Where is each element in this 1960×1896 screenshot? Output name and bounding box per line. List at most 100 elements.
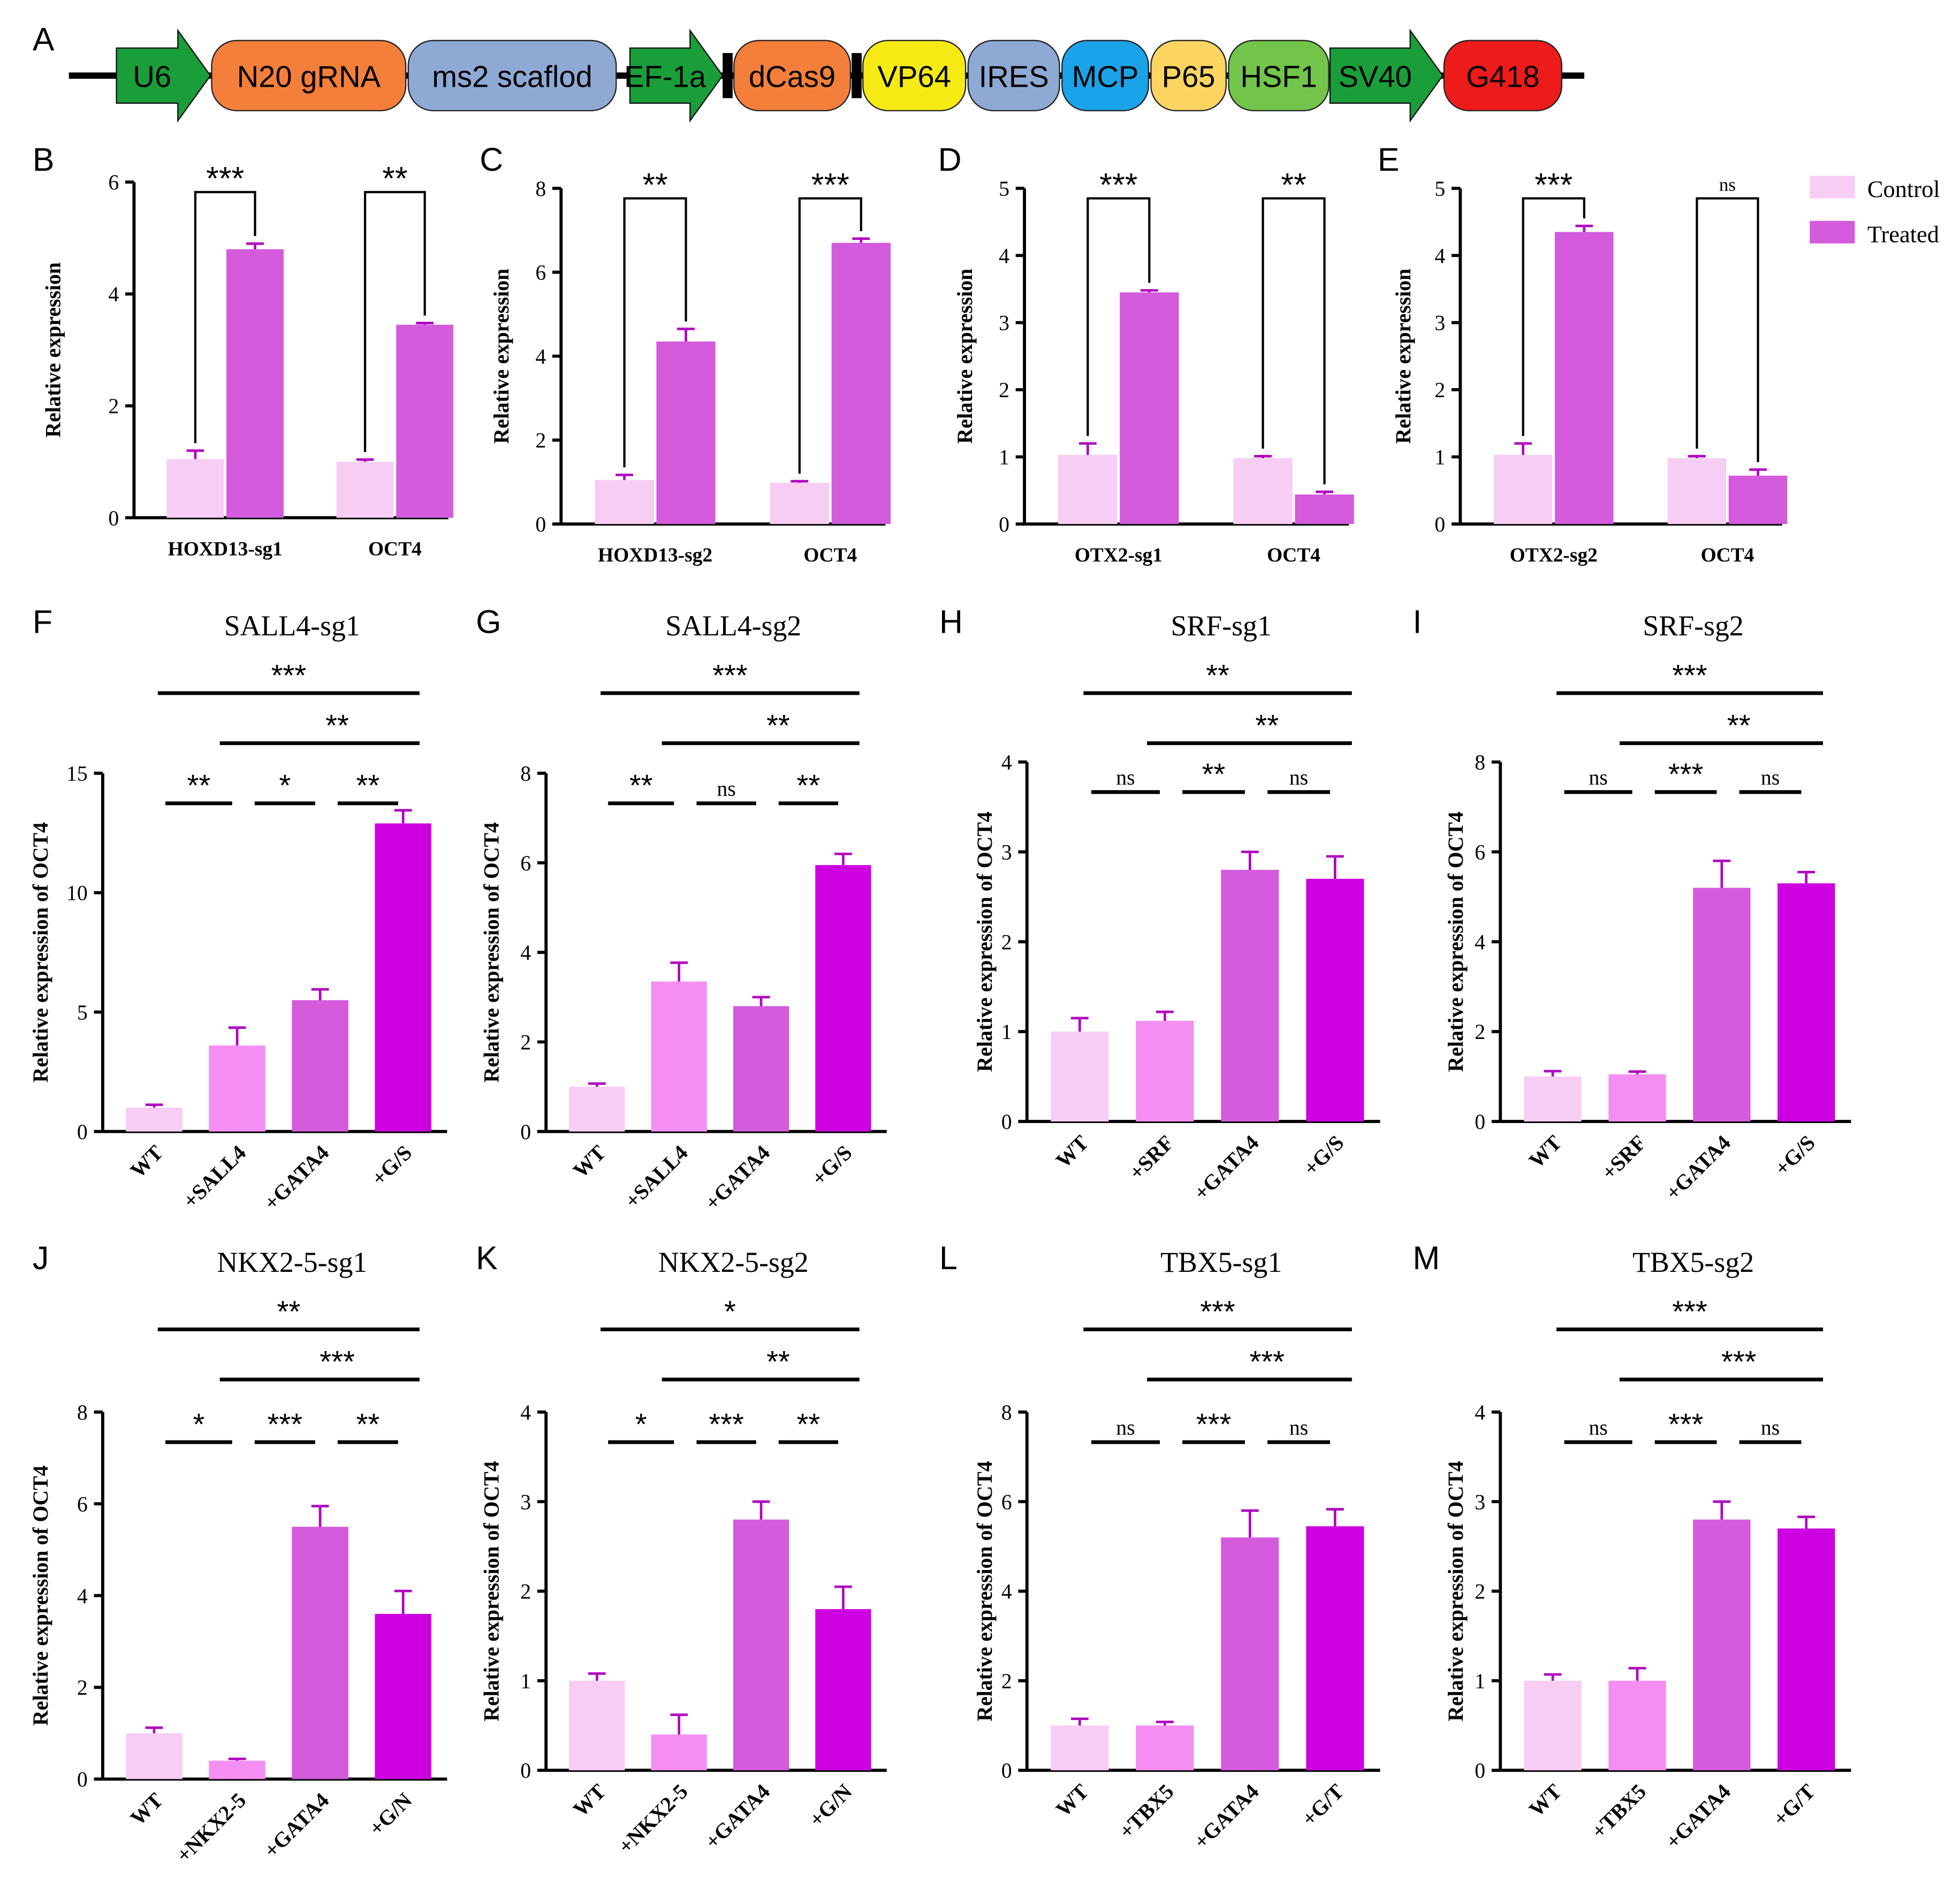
comparison-adjacent: ***	[1182, 1407, 1245, 1444]
bracket-line	[623, 197, 687, 468]
construct-element-hsf1: HSF1	[1228, 40, 1330, 111]
significance-label: *	[635, 1407, 647, 1441]
y-tick-label: 0	[520, 1759, 531, 1783]
x-tick-label: +GATA4	[701, 1141, 774, 1215]
bar-wt	[126, 1108, 183, 1132]
comparison-long: **	[662, 708, 860, 745]
construct-spacer-bar	[852, 53, 862, 98]
x-tick-label: +GATA4	[1661, 1131, 1735, 1204]
significance-label: **	[277, 1294, 301, 1328]
comparison-long: ***	[1620, 1345, 1824, 1382]
bar-nkx25	[651, 1734, 707, 1771]
construct-element-u6: U6	[116, 28, 211, 123]
comparison-adjacent: **	[778, 1407, 839, 1444]
bar-treated-hoxd13-sg1	[226, 249, 284, 518]
y-axis-label: Relative expression of OCT4	[29, 1465, 52, 1725]
y-tick-label: 5	[999, 177, 1009, 201]
panel-label: I	[1412, 604, 1422, 640]
y-tick-label: 8	[77, 1401, 88, 1424]
bar-gn	[375, 1614, 431, 1779]
y-axis-label: Relative expression of OCT4	[480, 822, 503, 1082]
x-tick-label: +NKX2-5	[172, 1788, 250, 1867]
bar-gata4	[733, 1519, 789, 1771]
significance-label: ***	[1668, 1407, 1704, 1441]
y-tick-label: 0	[77, 1120, 88, 1144]
panel-label-a: A	[33, 21, 55, 57]
significance-bracket: **	[1262, 166, 1326, 484]
x-tick-label: +GATA4	[1189, 1131, 1263, 1204]
x-tick-label: +GATA4	[260, 1788, 333, 1862]
comparison-long: *	[601, 1294, 860, 1332]
significance-label: **	[1255, 708, 1279, 742]
significance-label: **	[382, 160, 407, 196]
construct-element-label: MCP	[1072, 59, 1139, 93]
bar-control-hoxd13-sg2	[595, 480, 654, 524]
x-tick-label: +G/T	[1768, 1780, 1820, 1831]
legend-swatch	[1810, 221, 1855, 244]
x-tick-label: +G/S	[367, 1141, 416, 1190]
significance-bracket: ***	[1522, 166, 1585, 436]
chart-k: K 0 1 2 3 4 Relative expression of OCT4 WT +NKX2…	[476, 1240, 887, 1859]
y-tick-label: 6	[535, 261, 546, 285]
y-tick-label: 2	[535, 429, 546, 452]
y-tick-label: 0	[108, 506, 119, 530]
significance-label: **	[356, 1407, 379, 1441]
chart-title: SALL4-sg1	[224, 610, 360, 642]
y-tick-label: 2	[1001, 1670, 1012, 1693]
significance-label: *	[193, 1407, 204, 1441]
panel-label: F	[33, 604, 52, 640]
significance-label: **	[766, 708, 790, 742]
comparison-adjacent: ns	[1091, 766, 1160, 794]
y-tick-label: 15	[66, 762, 88, 786]
construct-element-ires: IRES	[967, 40, 1060, 111]
y-tick-label: 0	[1475, 1110, 1485, 1134]
significance-label: *	[279, 769, 291, 802]
construct-box-shape	[967, 40, 1060, 111]
bar-gata4	[292, 1527, 348, 1779]
significance-label: ***	[1668, 757, 1704, 791]
chart-title: SRF-sg2	[1643, 610, 1743, 642]
bar-treated-oct4	[1728, 475, 1788, 524]
panel-label: G	[476, 604, 501, 640]
construct-element-label: HSF1	[1240, 59, 1317, 93]
y-tick-label: 2	[1475, 1580, 1485, 1604]
bar-sall4	[651, 981, 707, 1132]
comparison-long: ***	[1147, 1345, 1352, 1382]
significance-label: **	[1206, 658, 1229, 692]
comparison-adjacent: **	[337, 769, 398, 806]
comparison-adjacent: ns	[1267, 1416, 1330, 1444]
significance-label: ***	[1249, 1345, 1285, 1378]
bracket-line	[1087, 197, 1151, 436]
significance-label: **	[766, 1345, 790, 1378]
y-tick-label: 2	[520, 1580, 531, 1604]
panel-label: B	[33, 141, 55, 178]
significance-label: ns	[1116, 766, 1135, 790]
construct-box-shape	[1061, 40, 1149, 111]
panel-label: E	[1378, 141, 1400, 178]
x-tick-label: +G/S	[1299, 1131, 1348, 1180]
bracket-line	[194, 191, 256, 443]
bar-gt	[1306, 1526, 1364, 1771]
chart-title: NKX2-5-sg1	[217, 1246, 367, 1278]
chart-j: J 0 2 4 6 8 Relative expression of OCT4 WT +NKX2…	[29, 1240, 447, 1867]
y-axis-label: Relative expression of OCT4	[1444, 1461, 1468, 1721]
y-tick-label: 4	[535, 345, 546, 368]
construct-spacer-bar	[723, 53, 733, 98]
y-tick-label: 1	[1434, 446, 1445, 469]
significance-bracket: ***	[1087, 166, 1151, 436]
y-axis-label: Relative expression of OCT4	[1444, 812, 1468, 1072]
comparison-long: **	[662, 1345, 860, 1382]
significance-label: **	[629, 769, 653, 802]
comparison-long: ***	[157, 658, 420, 695]
y-axis-label: Relative expression	[490, 269, 513, 444]
chart-title: SRF-sg1	[1171, 610, 1271, 642]
comparison-long: ***	[1083, 1294, 1352, 1332]
panel-a-construct: A U6 N20 gRNA ms2 scaflod EF-1a dCas9 VP64 IRES…	[33, 21, 1585, 123]
bracket-line	[1262, 197, 1326, 484]
y-tick-label: 5	[77, 1001, 88, 1025]
legend-label: Control	[1867, 176, 1940, 202]
chart-e: E 0 1 2 3 4 5 Relative expression OTX2-sg2 *** OCT…	[1378, 141, 1788, 566]
x-tick-label: WT	[568, 1141, 610, 1182]
bar-gs	[375, 823, 431, 1132]
